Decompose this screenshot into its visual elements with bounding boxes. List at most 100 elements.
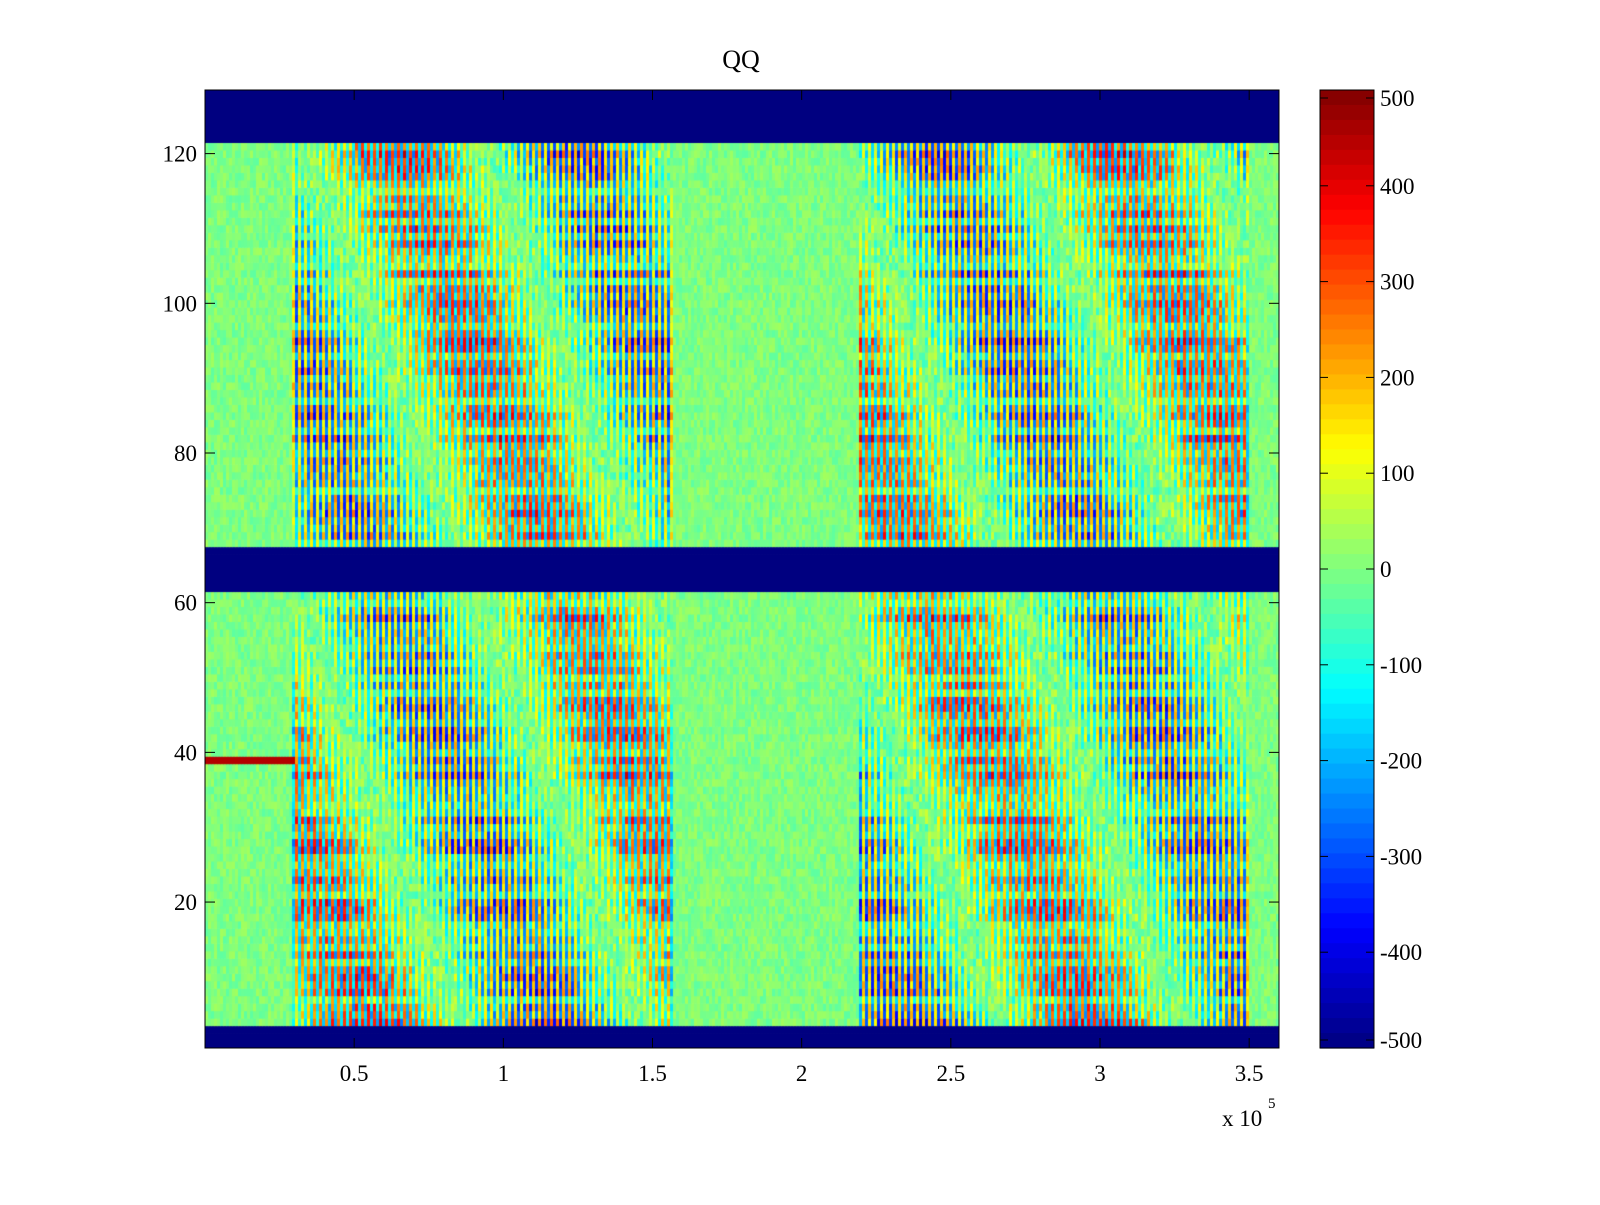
- colorbar-step: [1320, 1033, 1374, 1049]
- y-tick-label: 120: [163, 142, 198, 167]
- colorbar-step: [1320, 748, 1374, 765]
- colorbar-tick-label: 100: [1380, 461, 1415, 486]
- colorbar-tick-label: -300: [1380, 844, 1422, 869]
- colorbar-tick-label: 400: [1380, 174, 1415, 199]
- colorbar-step: [1320, 988, 1374, 1004]
- colorbar-step: [1320, 673, 1374, 690]
- x-tick-label: 2: [796, 1061, 808, 1086]
- x-tick-label: 0.5: [340, 1061, 369, 1086]
- x-tick-label: 1: [498, 1061, 510, 1086]
- colorbar-tick-label: 300: [1380, 270, 1415, 295]
- y-tick-label: 80: [174, 441, 197, 466]
- colorbar-step: [1320, 1003, 1374, 1019]
- colorbar-step: [1320, 329, 1374, 346]
- chart-title: QQ: [722, 45, 760, 74]
- colorbar-step: [1320, 658, 1374, 675]
- colorbar-tick-label: 200: [1380, 365, 1415, 390]
- colorbar-step: [1320, 269, 1374, 286]
- colorbar-step: [1320, 703, 1374, 720]
- colorbar-step: [1320, 134, 1374, 151]
- y-tick-label: 20: [174, 890, 197, 915]
- x-tick-label: 3.5: [1235, 1061, 1264, 1086]
- y-tick-label: 60: [174, 591, 197, 616]
- x-tick-label: 1.5: [638, 1061, 667, 1086]
- colorbar-step: [1320, 598, 1374, 615]
- colorbar-tick-label: -100: [1380, 653, 1422, 678]
- colorbar-step: [1320, 688, 1374, 705]
- x-axis-exponent: x 10 5: [1222, 1096, 1276, 1131]
- colorbar-step: [1320, 778, 1374, 795]
- colorbar-step: [1320, 524, 1374, 540]
- colorbar-step: [1320, 1018, 1374, 1034]
- colorbar-step: [1320, 104, 1374, 121]
- plot-frame: [204, 89, 1280, 1049]
- colorbar-step: [1320, 179, 1374, 196]
- colorbar-step: [1320, 763, 1374, 780]
- colorbar-step: [1320, 404, 1374, 420]
- x-axis: 0.5 1 1.5 2 2.5 3 3.5: [340, 90, 1264, 1086]
- colorbar-step: [1320, 464, 1374, 480]
- colorbar-tick-label: -200: [1380, 749, 1422, 774]
- colorbar-step: [1320, 643, 1374, 660]
- colorbar-step: [1320, 868, 1374, 884]
- colorbar-step: [1320, 284, 1374, 301]
- colorbar-step: [1320, 958, 1374, 974]
- colorbar-step: [1320, 209, 1374, 226]
- colorbar-step: [1320, 569, 1374, 585]
- colorbar-step: [1320, 793, 1374, 810]
- colorbar-step: [1320, 449, 1374, 465]
- colorbar-step: [1320, 494, 1374, 510]
- y-tick-label: 40: [174, 740, 197, 765]
- x-axis-exponent-power: 5: [1268, 1096, 1276, 1112]
- y-tick-label: 100: [163, 291, 198, 316]
- colorbar-step: [1320, 374, 1374, 390]
- colorbar-step: [1320, 149, 1374, 166]
- heatmap-cells: [205, 90, 1279, 1048]
- colorbar: 500 400 300 200 100 0 -100 -200 -300 -400 -500: [1319, 86, 1422, 1053]
- colorbar-step: [1320, 314, 1374, 331]
- colorbar-step: [1320, 509, 1374, 525]
- colorbar-step: [1320, 838, 1374, 855]
- colorbar-step: [1320, 90, 1374, 106]
- colorbar-step: [1320, 898, 1374, 914]
- x-tick-label: 3: [1094, 1061, 1106, 1086]
- colorbar-tick-label: -500: [1380, 1028, 1422, 1053]
- colorbar-step: [1320, 239, 1374, 256]
- colorbar-step: [1320, 583, 1374, 600]
- colorbar-step: [1320, 554, 1374, 570]
- heatmap-plot-area: [205, 90, 1279, 1048]
- colorbar-step: [1320, 733, 1374, 750]
- colorbar-step: [1320, 808, 1374, 825]
- x-tick-label: 2.5: [936, 1061, 965, 1086]
- colorbar-tick-label: -400: [1380, 940, 1422, 965]
- colorbar-step: [1320, 628, 1374, 645]
- colorbar-step: [1320, 299, 1374, 316]
- colorbar-step: [1320, 973, 1374, 989]
- colorbar-step: [1320, 164, 1374, 181]
- colorbar-step: [1320, 853, 1374, 869]
- colorbar-step: [1320, 479, 1374, 495]
- colorbar-step: [1320, 359, 1374, 376]
- colorbar-step: [1320, 344, 1374, 361]
- colorbar-step: [1320, 254, 1374, 271]
- colorbar-step: [1320, 539, 1374, 555]
- y-axis: 20 40 60 80 100 120: [163, 142, 1279, 915]
- colorbar-step: [1320, 224, 1374, 241]
- colorbar-step: [1320, 883, 1374, 899]
- colorbar-tick-label: 500: [1380, 86, 1415, 111]
- colorbar-step: [1320, 389, 1374, 405]
- colorbar-step: [1320, 928, 1374, 944]
- colorbar-step: [1320, 823, 1374, 840]
- colorbar-step: [1320, 913, 1374, 929]
- colorbar-step: [1320, 943, 1374, 959]
- colorbar-step: [1320, 718, 1374, 735]
- colorbar-tick-label: 0: [1380, 557, 1392, 582]
- colorbar-step: [1320, 194, 1374, 211]
- colorbar-step: [1320, 434, 1374, 450]
- colorbar-step: [1320, 119, 1374, 136]
- x-axis-exponent-base: x 10: [1222, 1106, 1262, 1131]
- colorbar-step: [1320, 419, 1374, 435]
- colorbar-step: [1320, 613, 1374, 630]
